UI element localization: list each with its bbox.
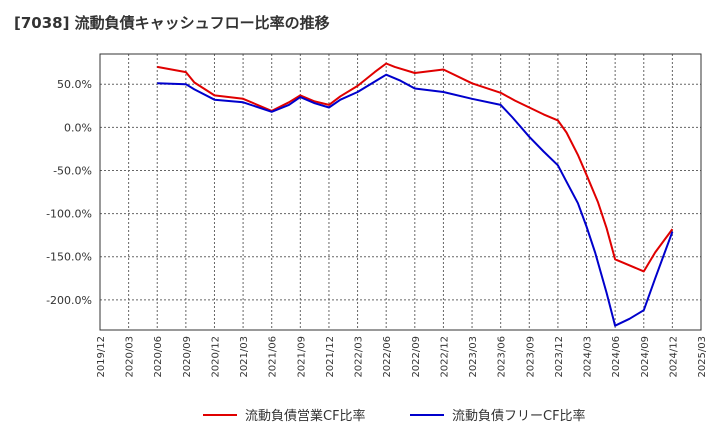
y-tick-label: 50.0% [57, 78, 92, 91]
legend-label-1: 流動負債営業CF比率 [245, 408, 366, 424]
y-tick-label: -100.0% [46, 208, 92, 221]
x-tick-label: 2021/09 [296, 336, 307, 378]
x-tick-label: 2023/03 [468, 336, 479, 378]
chart-title: [7038] 流動負債キャッシュフロー比率の推移 [14, 14, 330, 32]
x-tick-label: 2021/12 [325, 336, 336, 378]
x-tick-label: 2019/12 [96, 336, 107, 378]
y-tick-label: -50.0% [53, 164, 92, 177]
x-tick-label: 2024/03 [583, 336, 594, 378]
plot-area-frame [99, 53, 702, 331]
x-tick-label: 2024/09 [640, 336, 651, 378]
y-tick-label: -200.0% [46, 294, 92, 307]
x-tick-label: 2022/03 [354, 336, 365, 378]
y-axis-ticks: 50.0% 0.0% -50.0% -100.0% -150.0% -200.0% [46, 78, 92, 307]
x-tick-label: 2022/09 [411, 336, 422, 378]
series-layer [157, 62, 674, 327]
x-tick-label: 2025/03 [697, 336, 708, 378]
x-tick-label: 2021/03 [239, 336, 250, 378]
x-axis-ticks: 2019/12 2020/03 2020/06 2020/09 2020/12 2021/… [96, 336, 708, 378]
x-tick-label: 2020/03 [125, 336, 136, 378]
y-tick-label: -150.0% [46, 251, 92, 264]
x-tick-label: 2021/06 [268, 336, 279, 378]
legend: 流動負債営業CF比率 流動負債フリーCF比率 [203, 408, 586, 424]
x-tick-label: 2024/12 [668, 336, 679, 378]
x-tick-label: 2023/09 [525, 336, 536, 378]
x-tick-label: 2022/06 [382, 336, 393, 378]
x-tick-label: 2020/12 [210, 336, 221, 378]
x-tick-label: 2024/06 [611, 336, 622, 378]
x-tick-label: 2023/06 [497, 336, 508, 378]
series-line-1 [157, 62, 674, 273]
x-tick-label: 2022/12 [439, 336, 450, 378]
grid-layer [100, 54, 701, 330]
x-tick-label: 2020/09 [182, 336, 193, 378]
y-tick-label: 0.0% [64, 121, 92, 134]
x-tick-label: 2023/12 [554, 336, 565, 378]
x-tick-label: 2020/06 [153, 336, 164, 378]
legend-label-2: 流動負債フリーCF比率 [452, 408, 586, 424]
series-line-2 [157, 73, 674, 327]
